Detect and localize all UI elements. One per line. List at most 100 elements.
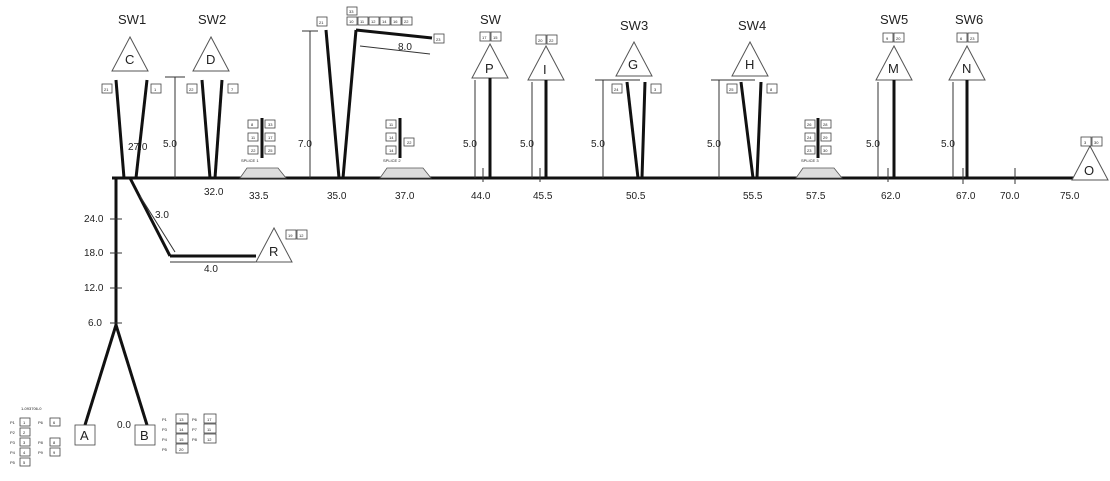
- o-pin-b: 30: [1094, 140, 1099, 145]
- pos-67: 67.0: [956, 191, 976, 202]
- connector-d-triangle: [192, 35, 230, 72]
- n-pin-box-b: [967, 32, 979, 43]
- pinout-b-box-1: [175, 413, 189, 424]
- s3-l1-box: [804, 119, 816, 129]
- d-pin-box-left: [186, 83, 198, 94]
- pinout-b: P1 13 P3 14 P4 15 P5 20 P6 17 P7 11 P8 1…: [162, 413, 217, 454]
- pos-33-5: 33.5: [249, 191, 269, 202]
- pinout-a-value-2: 2: [23, 430, 26, 435]
- pos-70: 70.0: [1000, 191, 1020, 202]
- pinout-b-box-8: [203, 433, 217, 444]
- top-row2: 10 11 12 14 16 22: [346, 16, 413, 26]
- tr2-5-box: [401, 16, 413, 26]
- c-wire-left: [114, 79, 126, 179]
- m-pin-a: 9: [886, 36, 889, 41]
- splice1-label: SPLICE 1: [241, 158, 259, 163]
- s2-l2: 14: [389, 135, 394, 140]
- splice2-shape: [379, 167, 432, 179]
- g-wire-left: [625, 81, 640, 179]
- pinout-a-value-8: 8: [53, 440, 56, 445]
- i-pin-b: 22: [549, 38, 554, 43]
- s3-l2: 24: [807, 135, 812, 140]
- pinout-b-value-7: 11: [207, 427, 212, 432]
- tall-wire-right: [341, 29, 358, 179]
- s3-l3-box: [804, 145, 816, 155]
- pinout-b-box-3: [175, 423, 189, 434]
- s1-r2: 17: [268, 135, 273, 140]
- dim-n: 5.0: [941, 139, 955, 150]
- s3-r3: 30: [823, 148, 828, 153]
- s1-r3-box: [264, 145, 276, 155]
- tr2-0-box: [346, 16, 358, 26]
- connector-c-triangle: [111, 35, 149, 72]
- tr2-3-box: [379, 16, 391, 26]
- h-pin-right: 8: [770, 87, 773, 92]
- dim-8: 8.0: [398, 42, 412, 53]
- pinout-a-box-9: [49, 447, 61, 457]
- pos-75: 75.0: [1060, 191, 1080, 202]
- n-pin-a: 6: [960, 36, 963, 41]
- d-wire-right: [213, 79, 224, 179]
- pinout-b-label-8: P8: [192, 437, 198, 442]
- pinout-a-label-3: P3: [10, 440, 16, 445]
- i-pin-box-a: [535, 34, 547, 45]
- pinout-a: P1 1 P2 2 P3 3 P4 4 P5 5 P6 6 P8 8 P9 9: [10, 417, 61, 467]
- top-pin-left: 21: [319, 20, 324, 25]
- m-pin-box-a: [882, 32, 894, 43]
- c-wire-right: [134, 79, 149, 179]
- i-pin-a: 20: [538, 38, 543, 43]
- tr2-4: 16: [393, 19, 398, 24]
- d-pin-right: 7: [231, 87, 234, 92]
- c-pin-box-right: [150, 83, 162, 94]
- pinout-a-box-3: [19, 437, 31, 447]
- connector-g-triangle: [615, 40, 653, 77]
- pos-50-5: 50.5: [626, 191, 646, 202]
- pinout-a-value-3: 3: [23, 440, 26, 445]
- s1-r1-box: [264, 119, 276, 129]
- s1-l1-box: [247, 119, 259, 129]
- branch-a: [83, 324, 118, 426]
- s2-r1: 22: [407, 140, 412, 145]
- pinout-b-label-1: P1: [162, 417, 168, 422]
- tr2-3: 14: [382, 19, 387, 24]
- h-pin-box-right: [766, 83, 778, 94]
- branch-b: [114, 324, 149, 426]
- top-pin-right: 23: [436, 37, 441, 42]
- pinout-b-value-4: 15: [179, 437, 184, 442]
- dim-h: 5.0: [707, 139, 721, 150]
- s1-l3: 22: [251, 148, 256, 153]
- c-pin-left: 21: [104, 87, 109, 92]
- pinout-b-box-6: [203, 413, 217, 424]
- connector-c-label: C: [125, 52, 134, 67]
- n-pin-b: 23: [970, 36, 975, 41]
- r-pin-a: 19: [288, 233, 293, 238]
- pos-62: 62.0: [881, 191, 901, 202]
- s3-r2: 29: [823, 135, 828, 140]
- s1-r3: 25: [268, 148, 273, 153]
- pinout-a-box-1: [19, 417, 31, 427]
- dim-g: 5.0: [591, 139, 605, 150]
- m-pin-b: 20: [896, 36, 901, 41]
- s2-l3: 14: [389, 148, 394, 153]
- s1-r2-box: [264, 132, 276, 142]
- tall-wire-left: [324, 29, 341, 179]
- connector-b-label: B: [140, 428, 149, 443]
- r-pin-b: 12: [299, 233, 304, 238]
- dim-8-line: [359, 45, 431, 55]
- connector-o-triangle: [1071, 144, 1109, 181]
- pinout-a-value-6: 6: [53, 420, 56, 425]
- switch-sw: SW: [480, 12, 502, 27]
- pinout-b-box-5: [175, 443, 189, 454]
- connector-r-label: R: [269, 244, 278, 259]
- connector-i-label: I: [543, 62, 547, 77]
- dim-r-diag-label: 3.0: [155, 210, 169, 221]
- splice2-pins: 11 14 14 22: [385, 119, 415, 155]
- tr2-2-box: [368, 16, 380, 26]
- pinout-b-label-4: P4: [162, 437, 168, 442]
- connector-o-label: O: [1084, 163, 1094, 178]
- dim-p: 5.0: [463, 139, 477, 150]
- pinout-a-value-5: 5: [23, 460, 26, 465]
- top-row1-box: [346, 6, 358, 16]
- tr2-1-box: [357, 16, 369, 26]
